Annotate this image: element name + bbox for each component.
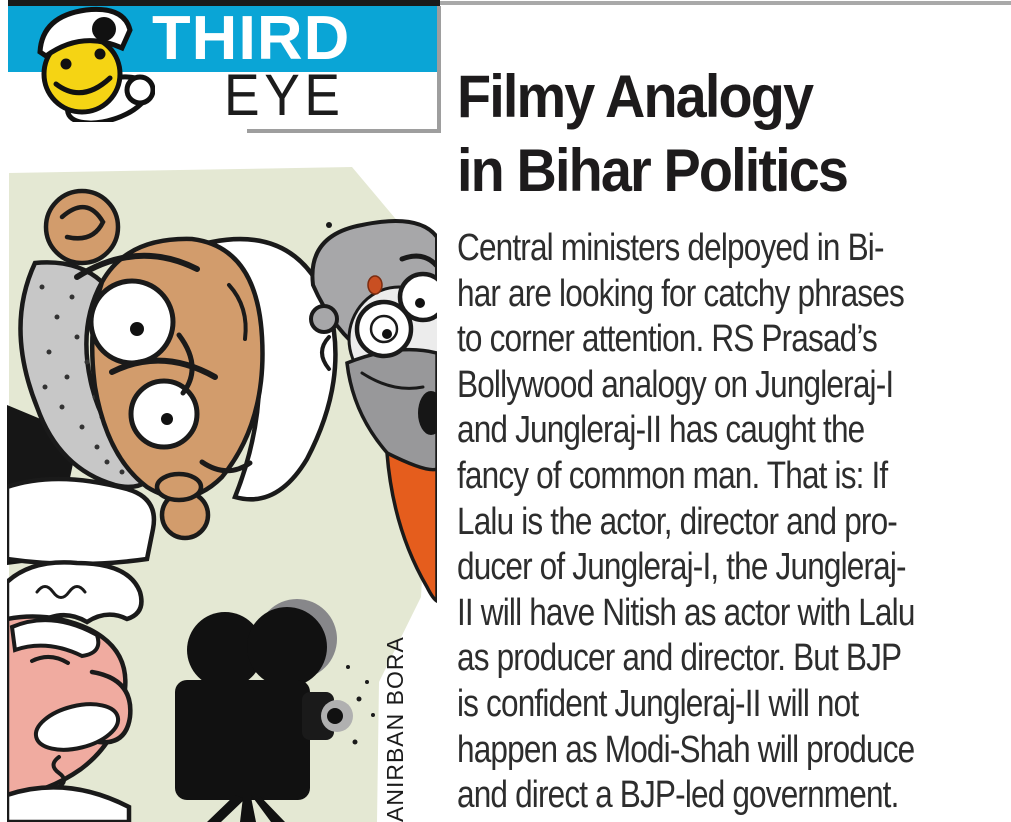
body-line: and direct a BJP-led government. bbox=[457, 774, 899, 817]
headline-line-1: Filmy Analogy bbox=[457, 63, 814, 130]
article-headline: Filmy Analogy in Bihar Politics bbox=[457, 60, 849, 208]
headline-line-2: in Bihar Politics bbox=[457, 137, 849, 204]
film-camera-icon bbox=[175, 599, 375, 822]
top-rule-gray bbox=[440, 1, 1011, 5]
body-line: har are looking for catchy phrases bbox=[457, 272, 905, 315]
masthead-title-third: THIRD bbox=[152, 4, 351, 73]
masthead-right-rule bbox=[437, 6, 441, 133]
third-eye-smiley-mascot-icon bbox=[37, 6, 155, 122]
nitish-caricature bbox=[7, 560, 144, 822]
body-line: Central ministers delpoyed in Bi- bbox=[457, 227, 884, 269]
body-line: ducer of Jungleraj-I, the Jungleraj- bbox=[457, 546, 907, 589]
body-line: Bollywood analogy on Jungleraj-I bbox=[457, 363, 894, 406]
body-line: Lalu is the actor, director and pro- bbox=[457, 500, 898, 543]
body-line: as producer and director. But BJP bbox=[457, 637, 902, 680]
body-line: fancy of common man. That is: If bbox=[457, 454, 888, 497]
modi-caricature bbox=[309, 219, 437, 603]
editorial-cartoon bbox=[7, 167, 437, 822]
body-line: happen as Modi-Shah will produce bbox=[457, 728, 915, 771]
body-line: and Jungleraj-II has caught the bbox=[457, 409, 865, 452]
body-line: is confident Jungleraj-II will not bbox=[457, 682, 859, 725]
body-line: II will have Nitish as actor with Lalu bbox=[457, 591, 915, 634]
article-body: Central ministers delpoyed in Bi- har ar… bbox=[457, 226, 915, 819]
top-rule-black bbox=[8, 0, 440, 6]
cartoonist-credit: ANIRBAN BORA bbox=[382, 636, 408, 822]
lalu-caricature bbox=[7, 188, 338, 567]
masthead-title-eye: EYE bbox=[224, 63, 345, 128]
masthead-bottom-rule bbox=[247, 129, 440, 133]
body-line: to corner attention. RS Prasad’s bbox=[457, 318, 878, 361]
